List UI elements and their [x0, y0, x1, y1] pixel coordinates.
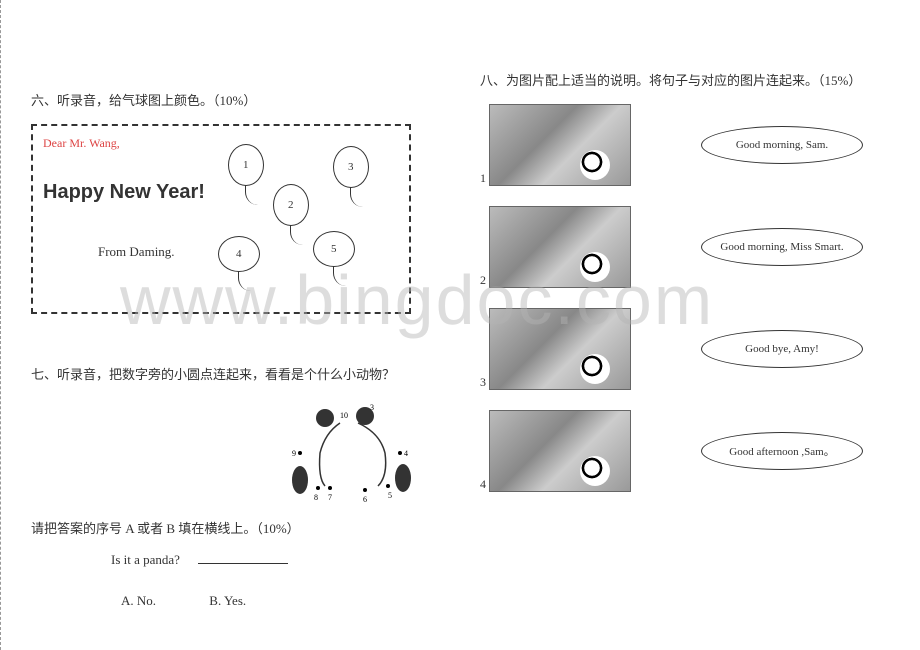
sentence-bubble: Good afternoon ,Sam。 [701, 432, 863, 470]
scene-thumbnail [489, 308, 631, 390]
left-column: 六、听录音，给气球图上颜色。（10%） Dear Mr. Wang, Happy… [0, 0, 460, 650]
scene-thumbnail [489, 410, 631, 492]
sentence-bubble: Good bye, Amy! [701, 330, 863, 368]
question-line: Is it a panda? [111, 552, 440, 568]
section8-title: 八、为图片配上适当的说明。将句子与对应的图片连起来。（15%） [480, 70, 900, 89]
match-row: 4 Good afternoon ,Sam。 [480, 410, 900, 492]
row-number: 2 [480, 273, 486, 288]
option-a: A. No. [121, 593, 156, 608]
svg-text:9: 9 [292, 449, 296, 458]
svg-text:6: 6 [363, 495, 367, 504]
sentence-bubble: Good morning, Sam. [701, 126, 863, 164]
section7-title: 七、听录音，把数字旁的小圆点连起来，看看是个什么小动物？ [31, 364, 440, 383]
svg-text:3: 3 [370, 403, 374, 412]
svg-text:8: 8 [314, 493, 318, 502]
match-row: 3 Good bye, Amy! [480, 308, 900, 390]
row-number: 3 [480, 375, 486, 390]
right-column: 八、为图片配上适当的说明。将句子与对应的图片连起来。（15%） 1 Good mo… [460, 0, 920, 650]
balloon: 2 [273, 184, 309, 226]
balloon: 3 [333, 146, 369, 188]
balloon: 4 [218, 236, 260, 272]
option-b: B. Yes. [209, 593, 246, 608]
row-number: 1 [480, 171, 486, 186]
sentence-bubble: Good morning, Miss Smart. [701, 228, 863, 266]
connect-dots-figure: 3 10 9 8 7 6 5 4 [270, 398, 430, 508]
options: A. No. B. Yes. [121, 593, 440, 609]
match-row: 2 Good morning, Miss Smart. [480, 206, 900, 288]
match-row: 1 Good morning, Sam. [480, 104, 900, 186]
section6-title: 六、听录音，给气球图上颜色。（10%） [31, 90, 440, 109]
svg-text:10: 10 [340, 411, 348, 420]
scene-thumbnail [489, 104, 631, 186]
greeting-card: Dear Mr. Wang, Happy New Year! From Dami… [31, 124, 411, 314]
balloon: 5 [313, 231, 355, 267]
row-number: 4 [480, 477, 486, 492]
question-text: Is it a panda? [111, 552, 180, 567]
scene-thumbnail [489, 206, 631, 288]
answer-blank[interactable] [198, 563, 288, 564]
balloon: 1 [228, 144, 264, 186]
svg-text:7: 7 [328, 493, 332, 502]
svg-text:5: 5 [388, 491, 392, 500]
page: 六、听录音，给气球图上颜色。（10%） Dear Mr. Wang, Happy… [0, 0, 920, 650]
svg-text:4: 4 [404, 449, 408, 458]
answer-instruction: 请把答案的序号 A 或者 B 填在横线上。（10%） [31, 518, 440, 537]
